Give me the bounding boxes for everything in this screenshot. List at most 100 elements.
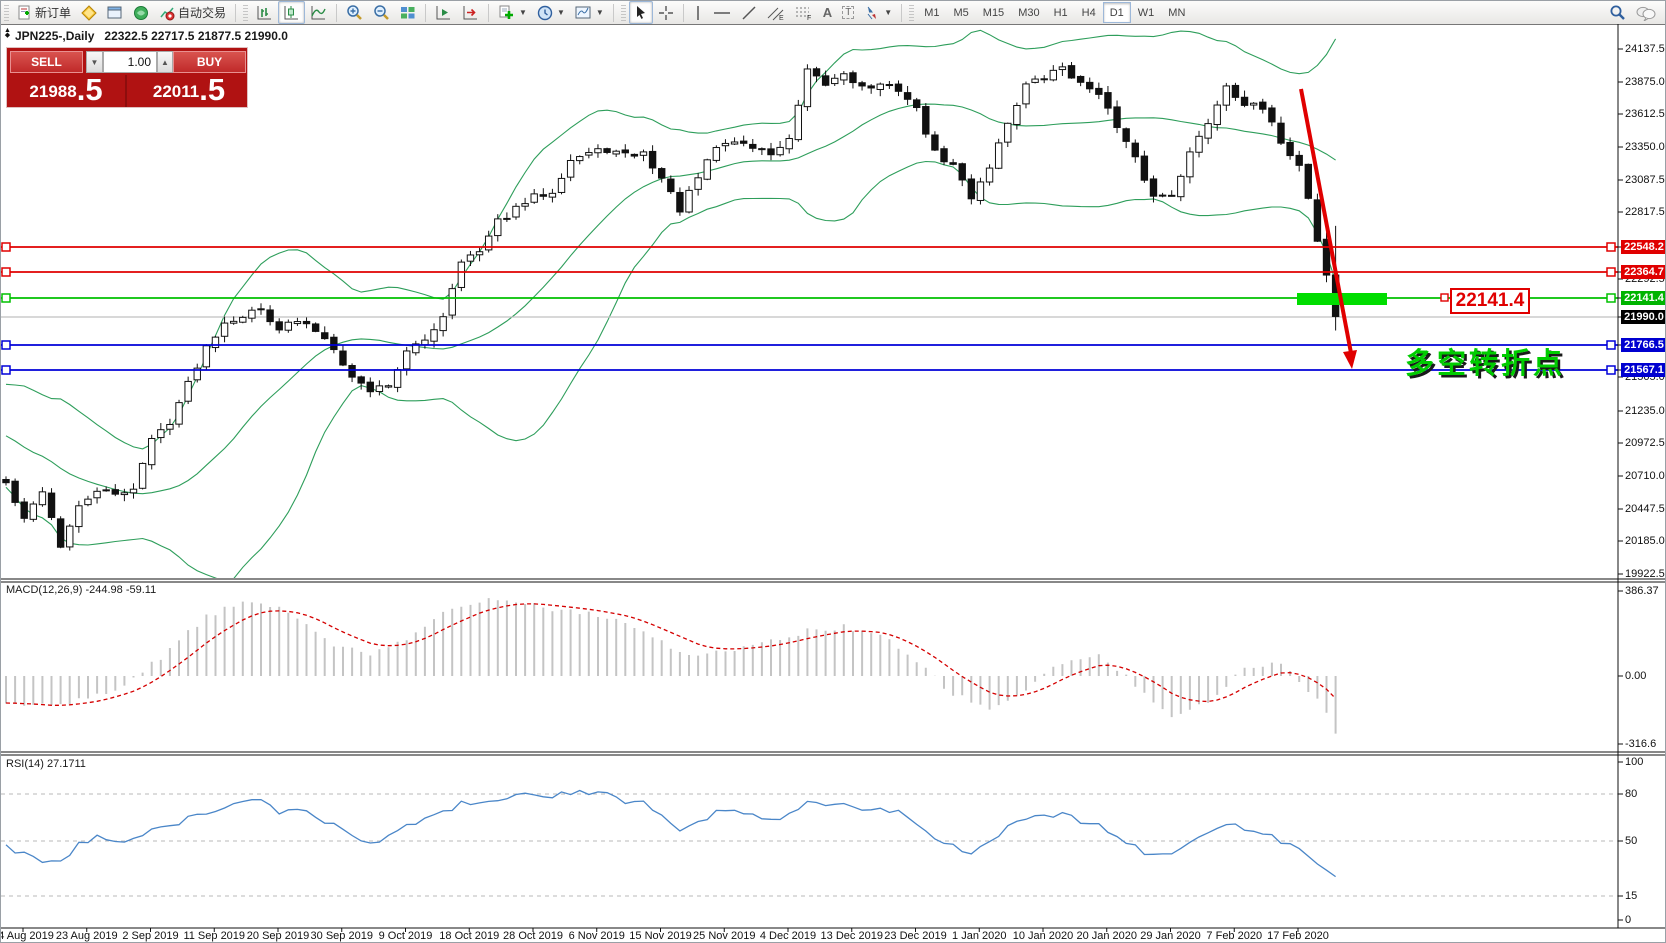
data-window-button[interactable]	[102, 1, 128, 24]
buy-button[interactable]: BUY	[173, 51, 246, 73]
line-handle[interactable]	[1, 267, 11, 277]
autotrading-label: 自动交易	[178, 6, 227, 20]
chart-title: JPN225-,Daily 22322.5 22717.5 21877.5 219…	[15, 29, 288, 43]
volume-decrease-button[interactable]: ▼	[86, 51, 103, 73]
candle-body	[1022, 83, 1030, 105]
chart-canvas[interactable]	[1, 24, 1666, 943]
sell-button[interactable]: SELL	[10, 51, 83, 73]
candle-body	[202, 345, 211, 368]
candle-body	[384, 385, 393, 388]
line-handle[interactable]	[1, 365, 11, 375]
chart-shift-button[interactable]	[457, 1, 484, 24]
timeframe-w1[interactable]: W1	[1137, 6, 1155, 19]
cursor-tool[interactable]	[628, 1, 653, 24]
candle-chart-button[interactable]	[278, 1, 306, 24]
zoom-out-button[interactable]	[368, 1, 395, 24]
zoom-in-icon	[347, 5, 362, 20]
timeframe-mn[interactable]: MN	[1168, 6, 1186, 19]
bar-chart-button[interactable]	[251, 1, 278, 24]
timeframe-m5[interactable]: M5	[953, 6, 969, 19]
price-marker-label: 21567.1	[1621, 363, 1665, 377]
trend-arrow[interactable]	[1299, 88, 1353, 354]
templates-icon	[575, 6, 591, 18]
autotrading-button[interactable]: 自动交易	[154, 1, 231, 24]
fibonacci-tool[interactable]: F	[790, 1, 818, 24]
text-tool[interactable]: A	[818, 1, 837, 24]
search-button[interactable]	[1604, 1, 1631, 24]
line-handle[interactable]	[1, 242, 11, 252]
candle-body	[1113, 106, 1121, 128]
date-label: 17 Feb 2020	[1267, 930, 1329, 942]
date-label: 15 Nov 2019	[629, 930, 692, 942]
price-tag-annotation[interactable]: 22141.4	[1450, 288, 1530, 314]
market-watch-button[interactable]	[76, 1, 102, 24]
hline-tool[interactable]	[708, 1, 736, 24]
auto-scroll-button[interactable]	[430, 1, 457, 24]
arrows-tool[interactable]: ▼	[859, 1, 897, 24]
vline-icon	[697, 5, 699, 20]
trend-arrow-head[interactable]	[1343, 350, 1357, 369]
timeframe-m30[interactable]: M30	[1018, 6, 1040, 19]
symbol-period-label: JPN225-,Daily	[15, 29, 95, 43]
line-handle[interactable]	[1606, 340, 1616, 350]
line-handle[interactable]	[1, 340, 11, 350]
tile-windows-button[interactable]	[395, 1, 421, 24]
date-label: 4 Dec 2019	[759, 930, 817, 942]
crosshair-tool[interactable]	[653, 1, 679, 24]
candle-body	[494, 218, 502, 237]
candle-body	[548, 192, 557, 198]
timeframe-h4[interactable]: H4	[1081, 6, 1096, 19]
chat-button[interactable]	[1631, 1, 1661, 24]
candle-body	[29, 503, 38, 520]
timeframe-m1[interactable]: M1	[924, 6, 940, 19]
indicators-button[interactable]: ▼	[493, 1, 532, 24]
channel-tool[interactable]: E	[762, 1, 790, 24]
candle-body	[466, 254, 475, 262]
line-handle[interactable]	[1606, 293, 1616, 303]
price-tag-anchor[interactable]	[1440, 293, 1449, 302]
candle-body	[530, 193, 538, 203]
candle-body	[229, 320, 238, 324]
timeframe-h1[interactable]: H1	[1053, 6, 1068, 19]
candle-body	[721, 142, 730, 147]
line-handle[interactable]	[1606, 365, 1616, 375]
svg-text:E: E	[779, 15, 784, 21]
timeframe-m15[interactable]: M15	[982, 6, 1005, 19]
price-marker-label: 21766.5	[1621, 338, 1665, 352]
date-label: 25 Nov 2019	[693, 930, 756, 942]
rsi-tick-label: 0	[1625, 914, 1632, 926]
line-handle[interactable]	[1606, 242, 1616, 252]
candle-body	[931, 134, 939, 151]
volume-input[interactable]: 1.00	[103, 51, 157, 73]
vline-tool[interactable]	[688, 1, 708, 24]
candle-body	[1167, 194, 1176, 197]
candle-body	[1195, 135, 1203, 153]
candle-body	[1067, 65, 1076, 79]
candle-body	[484, 235, 493, 251]
date-label: 14 Aug 2019	[1, 930, 54, 942]
templates-button[interactable]: ▼	[570, 1, 609, 24]
trendline-icon	[742, 5, 756, 20]
line-handle[interactable]	[1, 293, 11, 303]
periods-button[interactable]: ▼	[532, 1, 570, 24]
panel-collapse-arrows[interactable]: ▲ ◆	[4, 27, 11, 39]
candle-body	[630, 153, 639, 157]
label-tool[interactable]: T	[837, 1, 859, 24]
volume-increase-button[interactable]: ▲	[157, 51, 173, 73]
candle-body	[2, 479, 10, 484]
trendline-tool[interactable]	[736, 1, 762, 24]
line-handle[interactable]	[1606, 267, 1616, 277]
date-label: 13 Dec 2019	[820, 930, 883, 942]
candle-body	[512, 205, 520, 218]
timeframe-d1[interactable]: D1	[1102, 2, 1131, 23]
candle-body	[93, 490, 101, 499]
new-order-icon	[18, 5, 30, 20]
line-chart-button[interactable]	[305, 1, 332, 24]
candle-body	[339, 350, 347, 366]
turning-point-annotation[interactable]: 多空转折点	[1405, 348, 1566, 380]
indicators-caret: ▼	[519, 8, 527, 17]
zoom-in-button[interactable]	[341, 1, 368, 24]
new-order-button[interactable]: 新订单	[12, 1, 76, 24]
navigator-button[interactable]	[128, 1, 154, 24]
macd-tick-label: 386.37	[1625, 585, 1659, 597]
